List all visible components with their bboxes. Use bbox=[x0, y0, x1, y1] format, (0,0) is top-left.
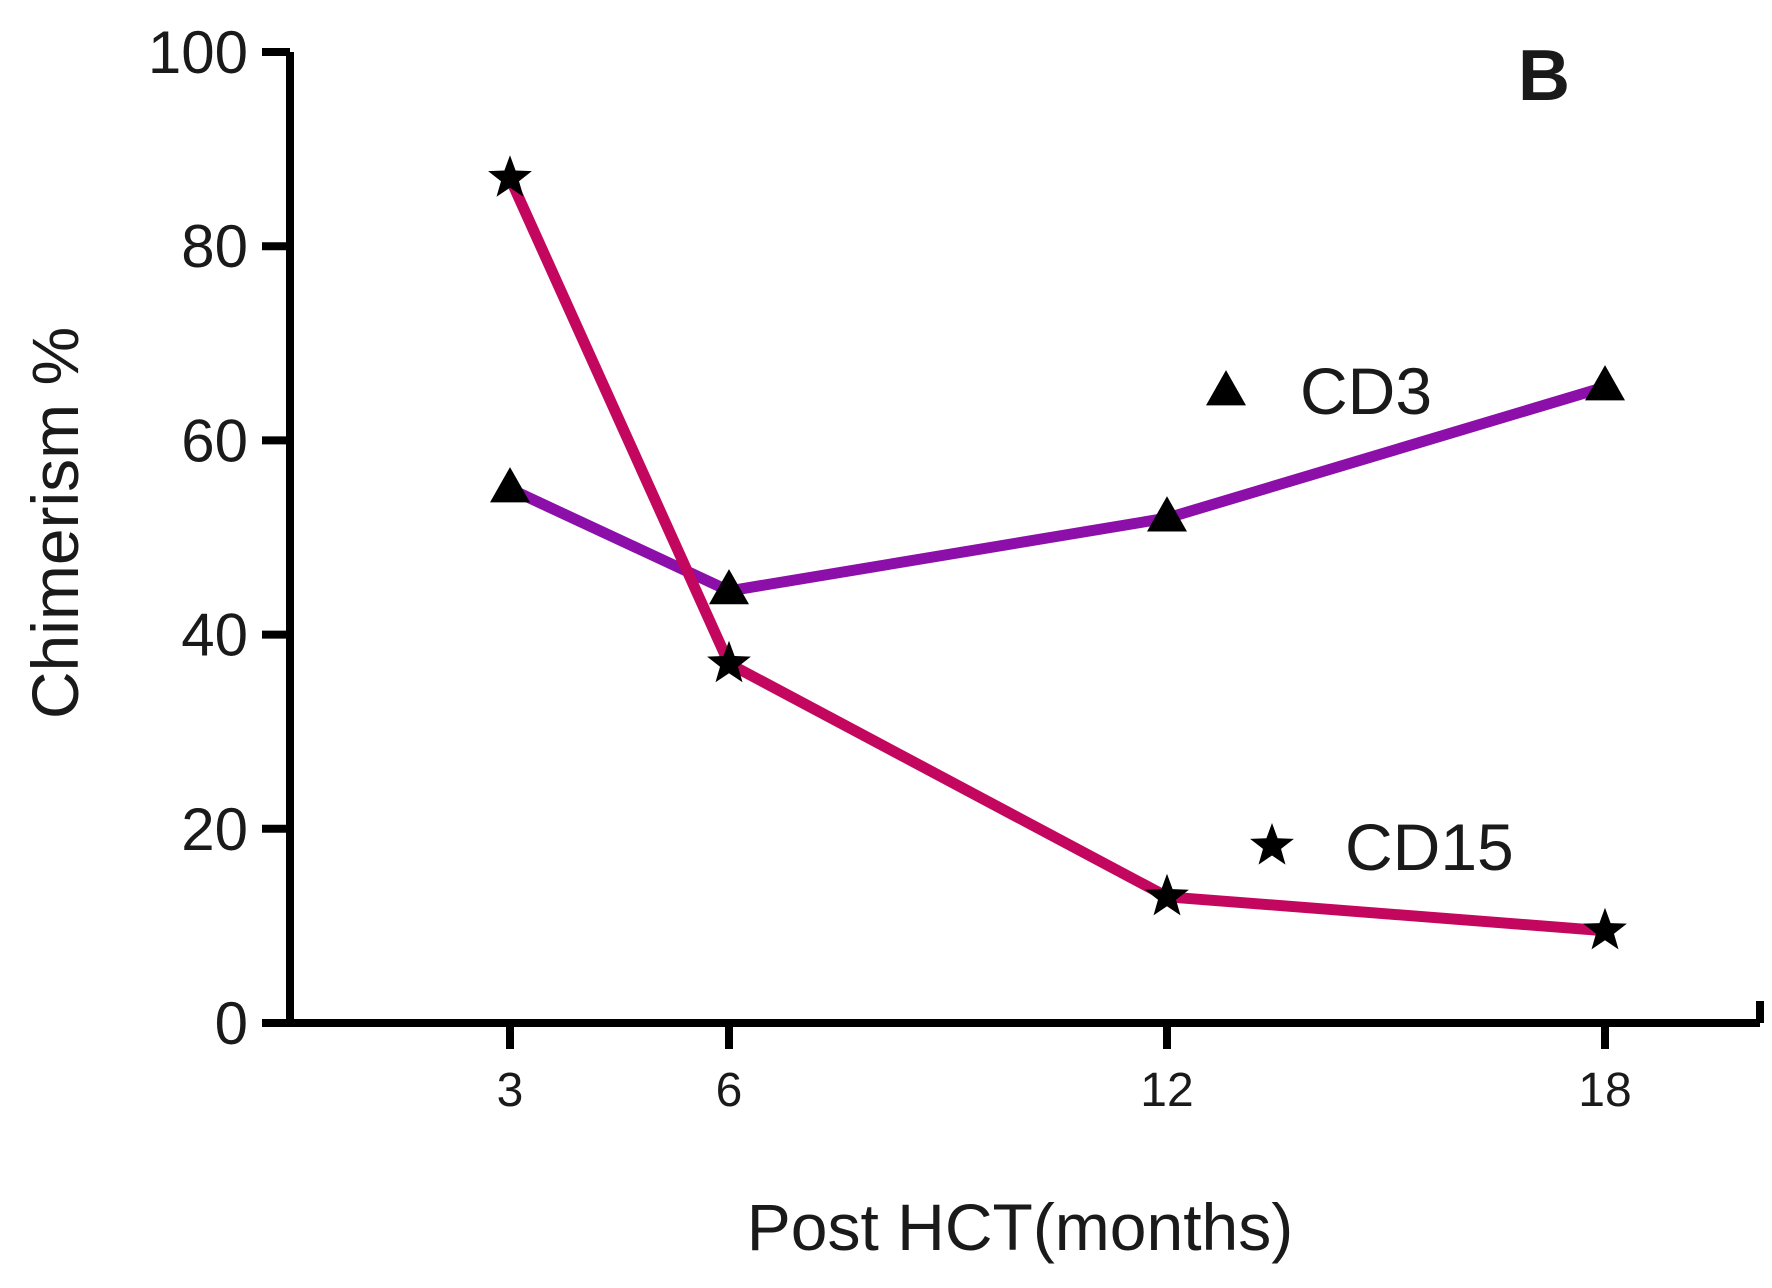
legend: CD3 CD15 bbox=[1206, 354, 1514, 884]
x-tick-label-18: 18 bbox=[1578, 1064, 1631, 1117]
y-tick-label-40: 40 bbox=[181, 602, 248, 669]
y-tick-label-0: 0 bbox=[215, 990, 248, 1057]
y-axis-title: Chimerism % bbox=[18, 327, 92, 719]
marker-cd15-x6 bbox=[707, 640, 751, 683]
marker-cd3-x6 bbox=[709, 569, 749, 605]
x-ticks: 3 6 12 18 bbox=[497, 1023, 1632, 1117]
series-line-cd3 bbox=[504, 381, 1611, 597]
legend-label-cd3: CD3 bbox=[1300, 354, 1432, 428]
y-tick-label-20: 20 bbox=[181, 796, 248, 863]
series-line-cd15 bbox=[504, 172, 1611, 937]
legend-item-cd15: CD15 bbox=[1250, 810, 1514, 884]
marker-cd15-x12 bbox=[1145, 873, 1189, 916]
marker-cd3-x18 bbox=[1585, 365, 1625, 401]
legend-marker-cd3 bbox=[1206, 370, 1246, 406]
marker-cd3-x12 bbox=[1147, 496, 1187, 532]
x-tick-label-12: 12 bbox=[1140, 1064, 1193, 1117]
axes bbox=[262, 52, 1764, 1027]
marker-cd15-x3 bbox=[488, 155, 532, 197]
y-tick-label-60: 60 bbox=[181, 407, 248, 474]
marker-cd3-x3 bbox=[490, 467, 530, 503]
x-tick-label-3: 3 bbox=[497, 1064, 524, 1117]
series-cd3 bbox=[490, 365, 1625, 605]
y-ticks: 0 20 40 60 80 100 bbox=[148, 19, 290, 1057]
legend-label-cd15: CD15 bbox=[1345, 810, 1514, 884]
legend-marker-cd15 bbox=[1250, 823, 1294, 865]
x-axis-title: Post HCT(months) bbox=[747, 1190, 1293, 1264]
marker-cd15-x18 bbox=[1583, 907, 1627, 950]
series-layer bbox=[488, 155, 1627, 950]
x-tick-label-6: 6 bbox=[716, 1064, 743, 1117]
series-cd15 bbox=[488, 155, 1627, 950]
panel-label: B bbox=[1518, 36, 1570, 116]
y-tick-label-80: 80 bbox=[181, 213, 248, 280]
y-tick-label-100: 100 bbox=[148, 19, 248, 86]
legend-item-cd3: CD3 bbox=[1206, 354, 1432, 428]
